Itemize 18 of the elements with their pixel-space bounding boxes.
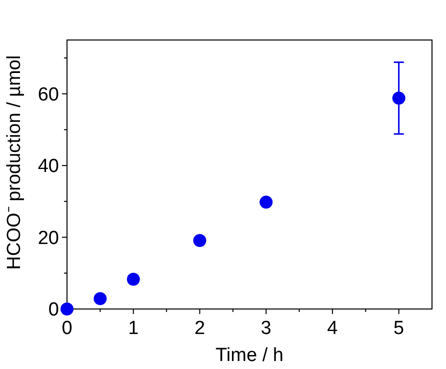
point xyxy=(260,196,273,209)
point xyxy=(60,302,74,316)
x-tick-label: 2 xyxy=(194,318,206,339)
x-tick-label: 4 xyxy=(327,318,338,339)
y-tick-label: 40 xyxy=(38,156,59,178)
point xyxy=(94,292,107,306)
x-axis-title: Time / h xyxy=(216,345,284,366)
y-axis-title: HCOO⁻ production / µmol xyxy=(4,55,25,270)
y-tick-label: 20 xyxy=(38,228,59,249)
point xyxy=(126,272,140,286)
point xyxy=(392,92,406,105)
x-tick-label: 5 xyxy=(394,318,404,339)
x-tick-label: 3 xyxy=(260,318,272,339)
x-tick-label: 1 xyxy=(128,318,139,339)
y-tick-label: 0 xyxy=(48,300,59,321)
x-tick-label: 0 xyxy=(62,318,72,339)
point xyxy=(193,234,206,247)
y-tick-label: 60 xyxy=(38,84,59,106)
